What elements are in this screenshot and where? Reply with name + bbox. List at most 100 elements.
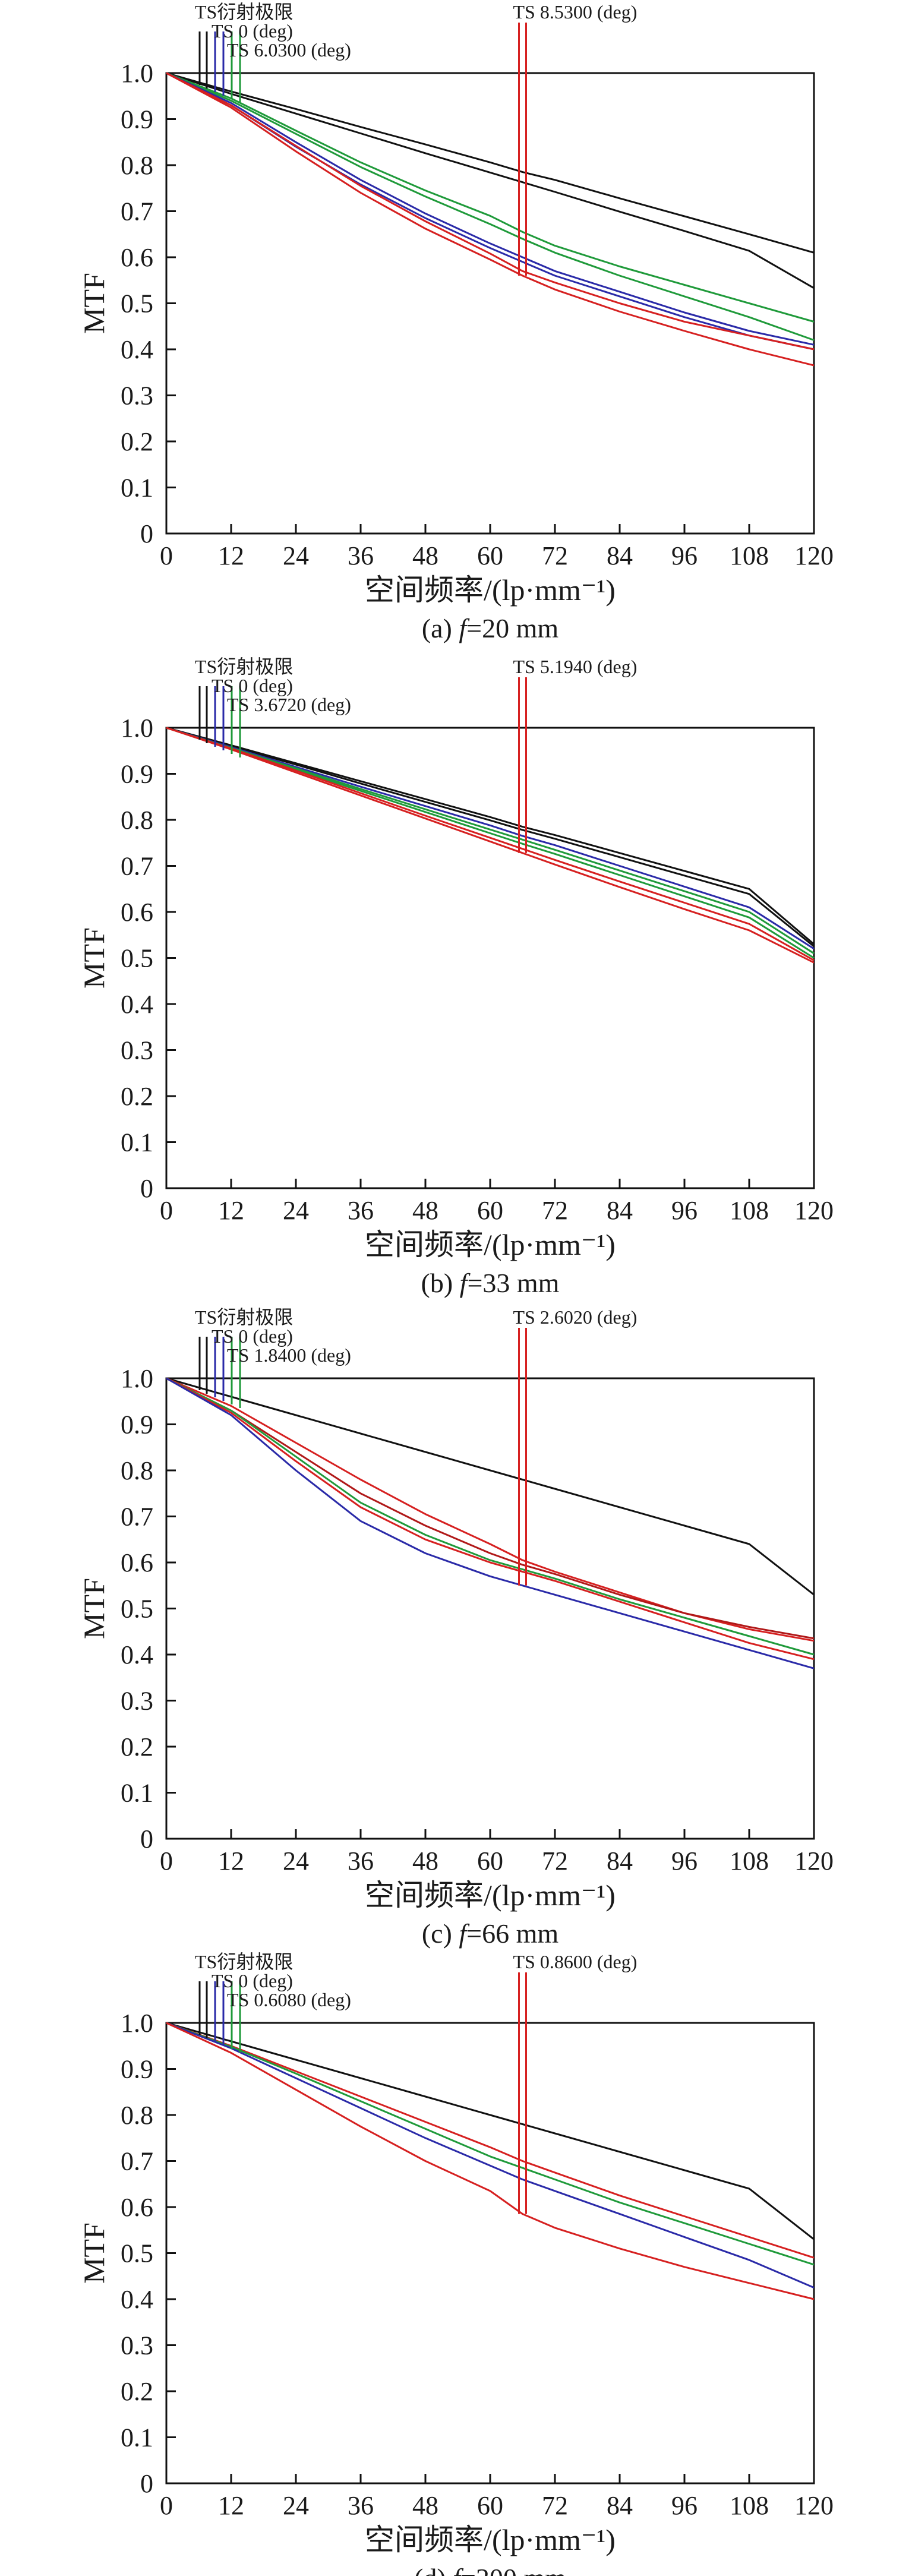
y-tick-label: 0.1 (121, 1779, 153, 1808)
x-tick-label: 12 (218, 1846, 244, 1876)
plot-frame (165, 727, 815, 1189)
x-tick-label: 84 (607, 1196, 633, 1225)
mtf-curve-red (166, 2022, 815, 2259)
y-tick-label: 0.9 (121, 1410, 153, 1439)
mtf-curve-blue (166, 2022, 815, 2288)
ts-annotation: TS 0 (deg) (212, 20, 293, 42)
y-tick-label: 1.0 (121, 59, 153, 88)
ts-annotation: TS 8.5300 (deg) (513, 1, 638, 23)
y-tick-label: 0.9 (121, 2055, 153, 2084)
y-tick-label: 0.2 (121, 1732, 153, 1761)
mtf-curve-red (166, 2022, 815, 2300)
y-axis-label: MTF (77, 2223, 111, 2284)
y-tick-label: 1.0 (121, 2009, 153, 2038)
caption-focal-value: =200 mm (460, 2563, 566, 2576)
y-tick-label: 1.0 (121, 1364, 153, 1393)
y-tick-label: 0.3 (121, 381, 153, 411)
x-tick-label: 0 (160, 1196, 173, 1225)
y-tick-label: 0.5 (121, 2239, 153, 2268)
mtf-curve-black (166, 1377, 815, 1596)
x-tick-label: 48 (412, 1196, 438, 1225)
mtf-curve-green (166, 72, 815, 341)
x-tick-label: 12 (218, 541, 244, 570)
mtf-curve-green (166, 2022, 815, 2266)
panel-caption: (b) f=33 mm (421, 1268, 560, 1298)
ts-annotation: TS 1.8400 (deg) (227, 1344, 351, 1366)
ts-annotation: TS衍射极限 (195, 1951, 293, 1972)
x-tick-label: 36 (348, 1196, 374, 1225)
y-axis-label: MTF (77, 927, 111, 989)
y-tick-label: 0.7 (121, 1502, 153, 1532)
ts-annotation: TS衍射极限 (195, 1, 293, 23)
x-tick-label: 84 (607, 2491, 633, 2520)
y-tick-label: 0.6 (121, 243, 153, 272)
y-tick-label: 0.8 (121, 2101, 153, 2130)
ts-annotation: TS衍射极限 (195, 656, 293, 677)
panel-caption: (c) f=66 mm (422, 1918, 559, 1949)
caption-prefix: (d) (414, 2563, 453, 2576)
y-tick-label: 0.5 (121, 289, 153, 318)
ts-annotation: TS 6.0300 (deg) (227, 39, 351, 61)
mtf-panel-d: 0 12 24 36 48 60 72 84 96 108 120 0 0.1 0.2 0.3 0.4 0.5 0… (77, 1951, 834, 2576)
x-tick-label: 72 (542, 1196, 568, 1225)
y-tick-label: 0.4 (121, 990, 153, 1019)
x-tick-label: 60 (477, 541, 503, 570)
ts-annotation: TS 0 (deg) (212, 1325, 293, 1347)
x-tick-label: 108 (730, 1196, 769, 1225)
mtf-curve-red (166, 1377, 815, 1642)
ts-annotation: TS 5.1940 (deg) (513, 656, 638, 677)
y-tick-label: 0.8 (121, 806, 153, 835)
x-tick-label: 84 (607, 541, 633, 570)
x-tick-label: 60 (477, 2491, 503, 2520)
ts-annotation: TS 0 (deg) (212, 675, 293, 696)
x-tick-label: 60 (477, 1196, 503, 1225)
x-tick-label: 36 (348, 2491, 374, 2520)
caption-focal-value: =33 mm (467, 1268, 559, 1298)
y-tick-label: 0.1 (121, 473, 153, 503)
x-tick-label: 120 (794, 541, 834, 570)
mtf-curve-green (166, 727, 815, 959)
x-tick-label: 120 (794, 1846, 834, 1876)
y-tick-label: 0.4 (121, 1640, 153, 1669)
x-tick-label: 96 (671, 2491, 698, 2520)
y-tick-label: 0 (140, 519, 153, 548)
y-tick-label: 0.2 (121, 2377, 153, 2406)
y-tick-label: 0.3 (121, 2331, 153, 2360)
y-tick-label: 0.3 (121, 1036, 153, 1065)
mtf-curve-blue (166, 727, 815, 950)
caption-prefix: (b) (421, 1268, 460, 1298)
y-axis-label: MTF (77, 1578, 111, 1639)
mtf-curve-black (166, 72, 815, 289)
ts-annotation: TS 2.6020 (deg) (513, 1306, 638, 1328)
y-tick-label: 0.2 (121, 1082, 153, 1111)
y-tick-label: 0.7 (121, 852, 153, 881)
y-tick-label: 0.4 (121, 335, 153, 364)
mtf-curve-darkred (166, 1377, 815, 1640)
plot-frame (165, 72, 815, 535)
mtf-curve-black (166, 727, 815, 948)
x-tick-label: 24 (283, 1846, 309, 1876)
x-tick-label: 60 (477, 1846, 503, 1876)
y-tick-label: 0.2 (121, 427, 153, 456)
y-tick-label: 0.4 (121, 2285, 153, 2314)
y-tick-label: 0.5 (121, 1595, 153, 1624)
y-tick-label: 0.7 (121, 197, 153, 226)
x-tick-label: 36 (348, 541, 374, 570)
mtf-curve-blue (166, 1377, 815, 1669)
x-tick-label: 108 (730, 2491, 769, 2520)
x-tick-label: 120 (794, 1196, 834, 1225)
x-tick-label: 72 (542, 1846, 568, 1876)
x-tick-label: 108 (730, 541, 769, 570)
y-tick-label: 0.9 (121, 105, 153, 134)
ts-annotation: TS 0 (deg) (212, 1970, 293, 1991)
mtf-curve-black (166, 72, 815, 254)
y-tick-label: 0 (140, 1174, 153, 1203)
mtf-curve-green (166, 727, 815, 955)
caption-focal-value: =66 mm (466, 1918, 558, 1949)
x-tick-label: 96 (671, 1846, 698, 1876)
x-axis-label: 空间频率/(lp·mm⁻¹) (365, 1879, 616, 1912)
caption-focal-value: =20 mm (466, 613, 558, 643)
x-tick-label: 48 (412, 2491, 438, 2520)
x-axis-label: 空间频率/(lp·mm⁻¹) (365, 2523, 616, 2556)
